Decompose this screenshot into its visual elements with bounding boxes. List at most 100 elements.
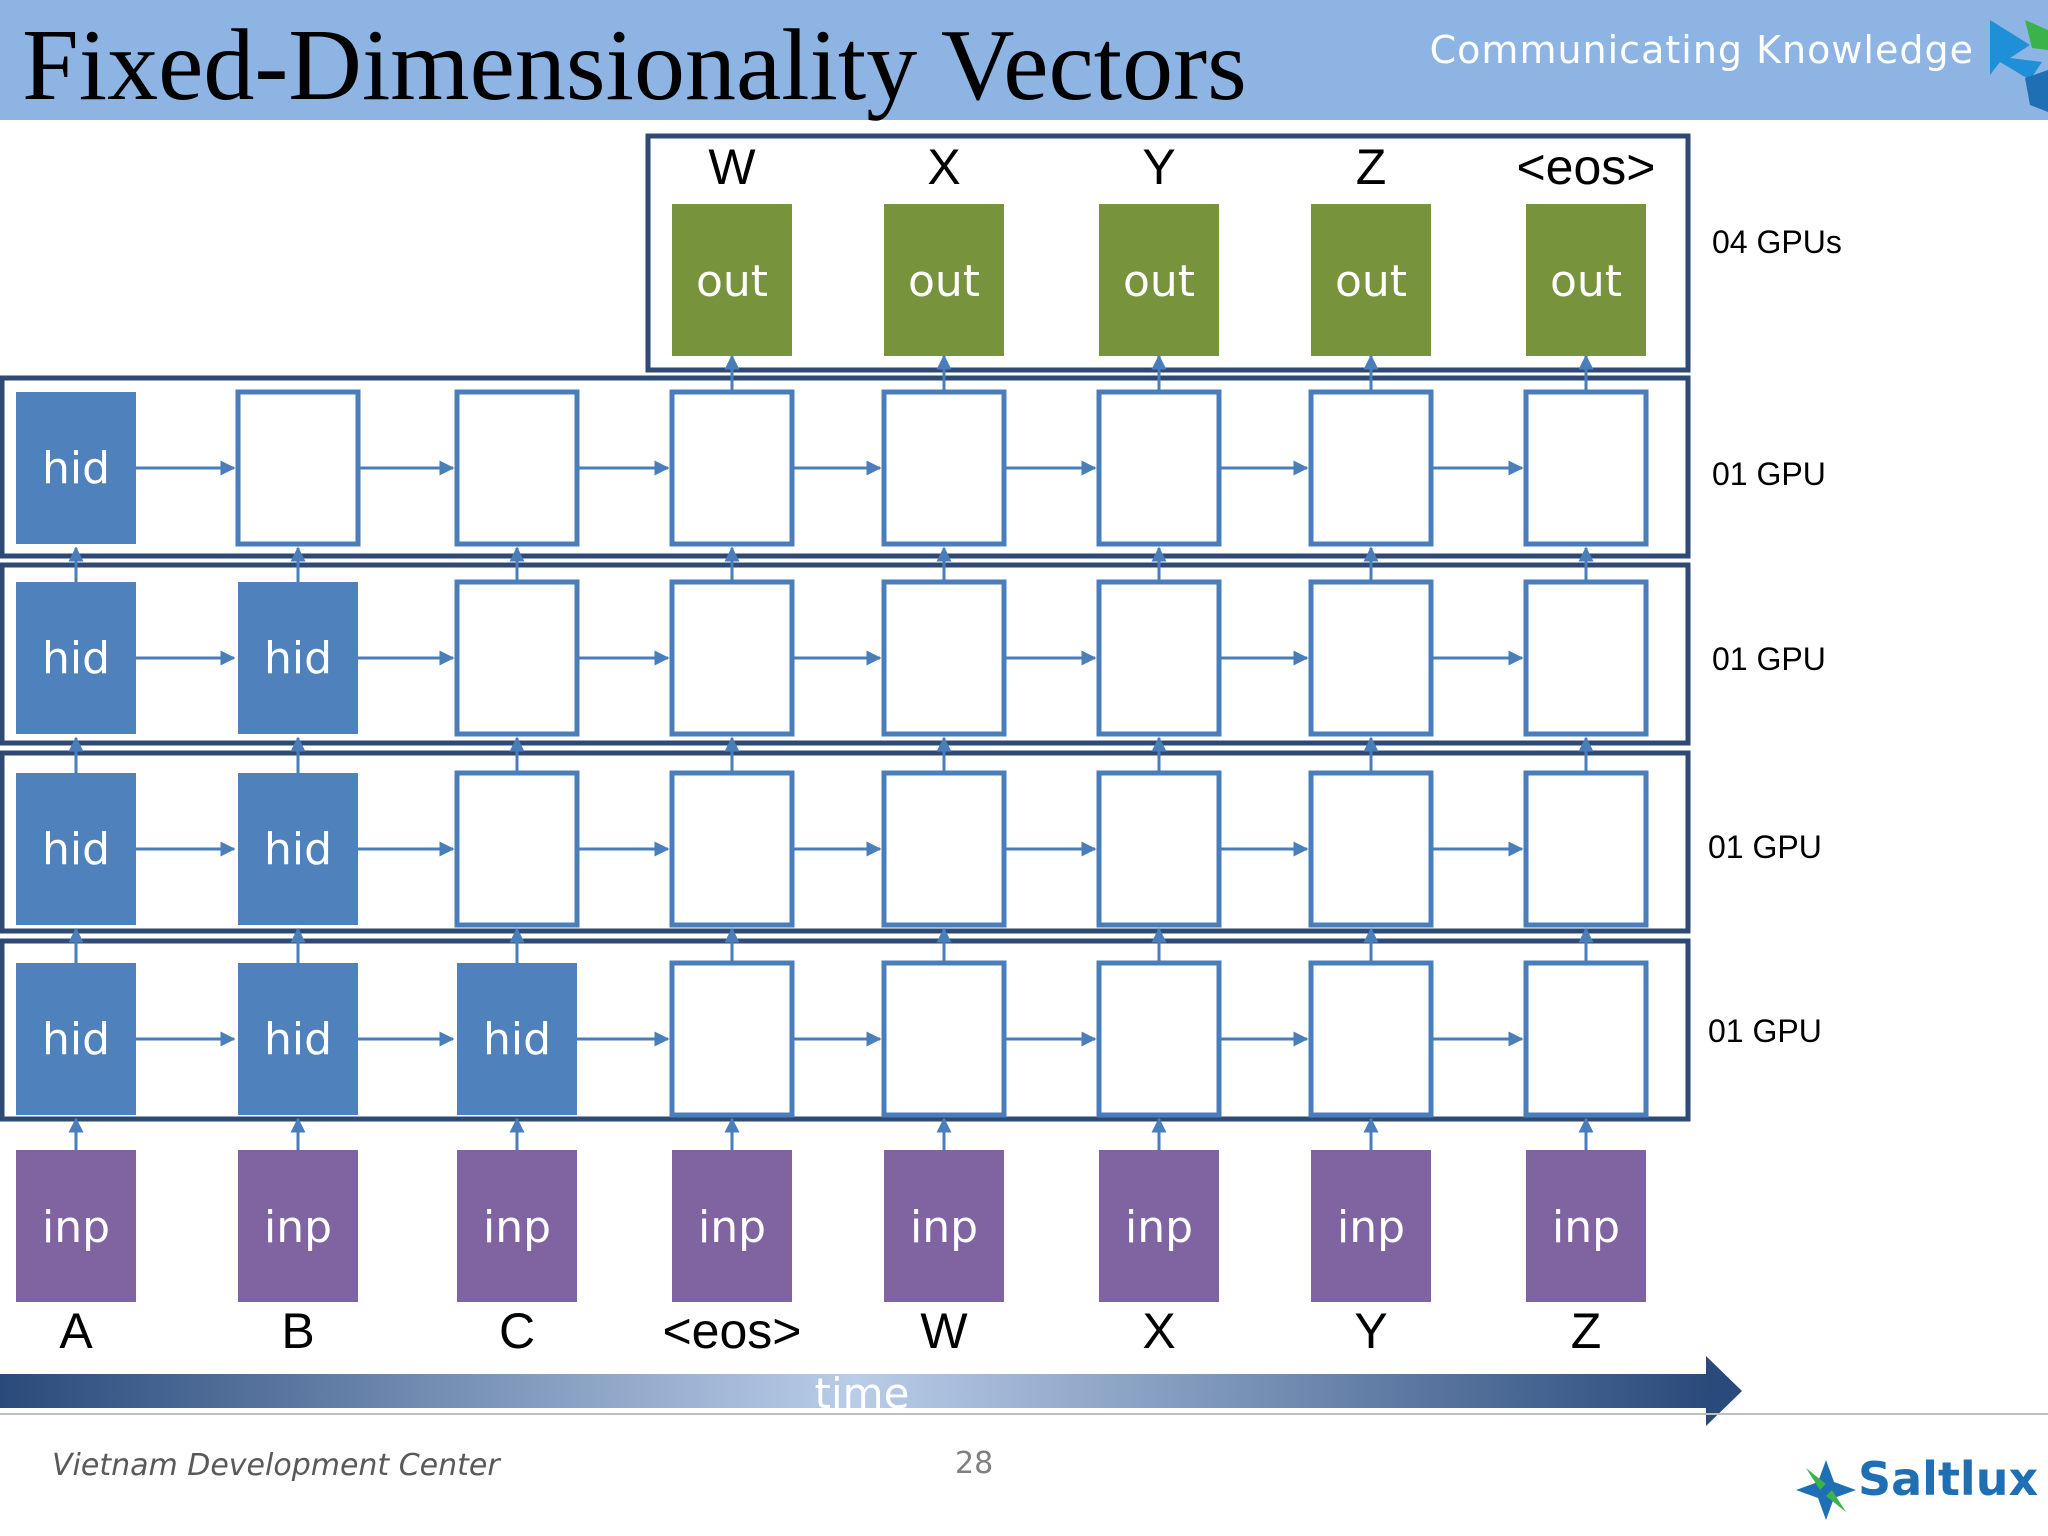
- empty-hidden-box: [1308, 389, 1434, 547]
- input-box-label: inp: [1337, 1202, 1405, 1253]
- output-box: [1099, 204, 1219, 356]
- gpu-label: 01 GPU: [1708, 829, 1822, 865]
- hidden-state-label: hid: [42, 824, 110, 875]
- gpu-label: 04 GPUs: [1712, 224, 1842, 260]
- empty-hidden-box: [1523, 960, 1649, 1118]
- input-token: Z: [1571, 1303, 1602, 1359]
- gpu-label: 01 GPU: [1712, 456, 1826, 492]
- empty-hidden-box: [881, 579, 1007, 737]
- empty-hidden-box: [454, 770, 580, 928]
- empty-hidden-box: [1523, 579, 1649, 737]
- empty-hidden-box: [669, 579, 795, 737]
- hidden-state-box: [16, 582, 136, 734]
- slide-header: Fixed-Dimensionality Vectors Communicati…: [0, 0, 2048, 122]
- output-box-label: out: [1550, 256, 1622, 307]
- hidden-state-label: hid: [483, 1014, 551, 1065]
- empty-hidden-box: [1308, 579, 1434, 737]
- output-box: [672, 204, 792, 356]
- output-box: [1311, 204, 1431, 356]
- hidden-state-box: [457, 963, 577, 1115]
- empty-hidden-box: [881, 770, 1007, 928]
- input-token: <eos>: [662, 1303, 801, 1359]
- output-box-label: out: [1123, 256, 1195, 307]
- output-box: [884, 204, 1004, 356]
- hidden-state-label: hid: [264, 1014, 332, 1065]
- empty-hidden-box: [1096, 389, 1222, 547]
- output-token: <eos>: [1516, 139, 1655, 195]
- brand-name: Saltlux: [1858, 1452, 2039, 1506]
- output-token: X: [927, 139, 960, 195]
- input-box: [1526, 1150, 1646, 1302]
- hidden-layer-panel-3: [0, 750, 1691, 934]
- gpu-label: 01 GPU: [1708, 1013, 1822, 1049]
- saltlux-star-icon: [1990, 20, 2048, 112]
- input-box-label: inp: [1552, 1202, 1620, 1253]
- input-token: Y: [1354, 1303, 1387, 1359]
- output-token: W: [708, 139, 756, 195]
- empty-hidden-box: [1308, 770, 1434, 928]
- hidden-state-label: hid: [42, 1014, 110, 1065]
- input-box: [1099, 1150, 1219, 1302]
- empty-hidden-box: [669, 389, 795, 547]
- input-token: B: [281, 1303, 314, 1359]
- output-token: Y: [1142, 139, 1175, 195]
- input-box: [238, 1150, 358, 1302]
- output-box-label: out: [1335, 256, 1407, 307]
- input-box: [457, 1150, 577, 1302]
- time-arrow-head: [1706, 1356, 1742, 1426]
- time-arrow-shaft: [0, 1374, 1710, 1408]
- saltlux-logo-icon: [1796, 1460, 1856, 1520]
- empty-hidden-box: [454, 389, 580, 547]
- output-box-label: out: [696, 256, 768, 307]
- empty-hidden-box: [1523, 389, 1649, 547]
- footer-organization: Vietnam Development Center: [52, 1448, 500, 1483]
- page-number: 28: [955, 1446, 994, 1481]
- slide-title: Fixed-Dimensionality Vectors: [22, 9, 1247, 122]
- time-label: time: [815, 1369, 910, 1418]
- hidden-state-label: hid: [42, 633, 110, 684]
- input-box-label: inp: [1125, 1202, 1193, 1253]
- empty-hidden-box: [1096, 579, 1222, 737]
- hidden-state-label: hid: [42, 443, 110, 494]
- input-token: A: [59, 1303, 93, 1359]
- hidden-state-box: [16, 773, 136, 925]
- input-box-label: inp: [483, 1202, 551, 1253]
- input-box: [884, 1150, 1004, 1302]
- input-box: [1311, 1150, 1431, 1302]
- input-box-label: inp: [264, 1202, 332, 1253]
- tagline: Communicating Knowledge: [1429, 28, 1974, 72]
- hidden-state-box: [16, 963, 136, 1115]
- empty-hidden-box: [235, 389, 361, 547]
- input-box: [16, 1150, 136, 1302]
- hidden-state-label: hid: [264, 824, 332, 875]
- hidden-layer-panel-2: [0, 562, 1691, 746]
- empty-hidden-box: [454, 579, 580, 737]
- input-token: X: [1142, 1303, 1175, 1359]
- hidden-state-box: [238, 773, 358, 925]
- input-box-label: inp: [910, 1202, 978, 1253]
- empty-hidden-box: [1096, 770, 1222, 928]
- output-box-label: out: [908, 256, 980, 307]
- hidden-state-box: [238, 582, 358, 734]
- hidden-state-box: [16, 392, 136, 544]
- output-box: [1526, 204, 1646, 356]
- empty-hidden-box: [881, 389, 1007, 547]
- empty-hidden-box: [669, 960, 795, 1118]
- input-box: [672, 1150, 792, 1302]
- hidden-layer-panel-1: [0, 375, 1691, 559]
- output-layer-panel: [645, 133, 1691, 373]
- empty-hidden-box: [1523, 770, 1649, 928]
- input-token: W: [920, 1303, 968, 1359]
- output-token: Z: [1356, 139, 1387, 195]
- hidden-layer-panel-4: [0, 938, 1691, 1122]
- input-token: C: [499, 1303, 535, 1359]
- input-box-label: inp: [698, 1202, 766, 1253]
- empty-hidden-box: [1096, 960, 1222, 1118]
- empty-hidden-box: [669, 770, 795, 928]
- hidden-state-label: hid: [264, 633, 332, 684]
- hidden-state-box: [238, 963, 358, 1115]
- empty-hidden-box: [881, 960, 1007, 1118]
- gpu-label: 01 GPU: [1712, 641, 1826, 677]
- empty-hidden-box: [1308, 960, 1434, 1118]
